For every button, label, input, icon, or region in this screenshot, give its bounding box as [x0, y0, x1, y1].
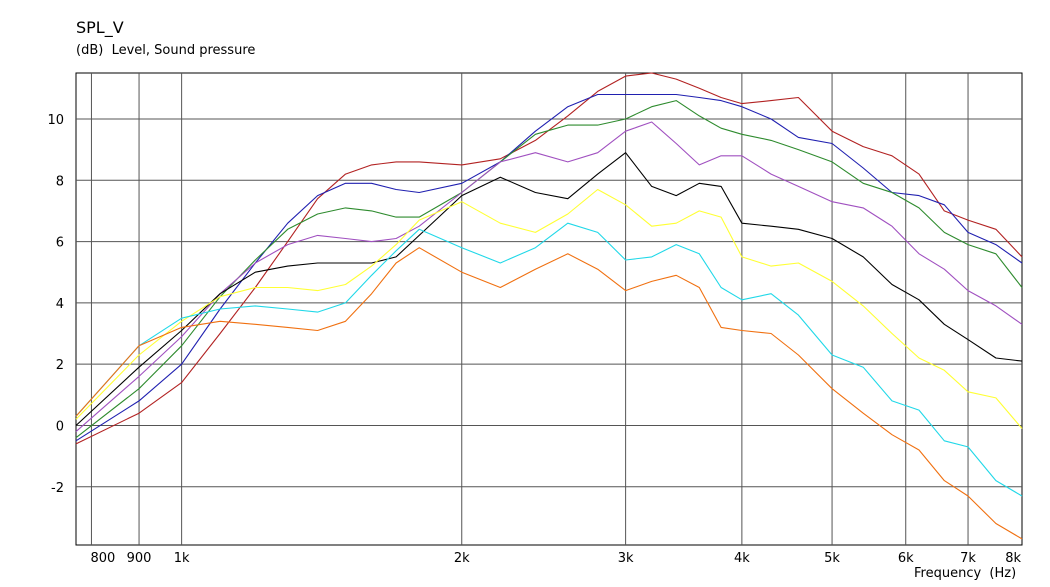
x-tick-label: 6k [898, 551, 914, 566]
x-tick-label: 8k [1005, 551, 1021, 566]
y-tick-label: 8 [56, 174, 64, 189]
y-tick-labels: 10 8 6 4 2 0 -2 [47, 113, 64, 496]
x-tick-label: 7k [960, 551, 976, 566]
x-tick-label: 3k [618, 551, 634, 566]
series-line-4 [75, 121, 1023, 433]
x-tick-label: 900 [127, 551, 152, 566]
x-tick-labels: 800 900 1k 2k 3k 4k 5k 6k 7k 8k [90, 551, 1021, 566]
y-tick-label: 10 [47, 113, 64, 128]
series-line-5 [75, 152, 1023, 426]
y-tick-label: 4 [56, 297, 64, 312]
y-tick-label: -2 [51, 481, 64, 496]
series-line-6 [75, 188, 1023, 429]
series-line-8 [75, 247, 1023, 540]
y-tick-label: 0 [56, 419, 64, 434]
y-tick-label: 2 [56, 358, 64, 373]
x-tick-label: 800 [90, 551, 115, 566]
y-tick-label: 6 [56, 236, 64, 251]
chart-title: SPL_V [76, 18, 124, 37]
x-tick-label: 1k [174, 551, 190, 566]
x-tick-label: 4k [734, 551, 750, 566]
x-tick-label: 2k [454, 551, 470, 566]
plot-frame [75, 72, 1023, 546]
series-line-3 [75, 100, 1023, 439]
series-group [75, 72, 1023, 540]
series-line-2 [75, 93, 1023, 442]
chart-subtitle: (dB) Level, Sound pressure [76, 43, 256, 58]
x-axis-label: Frequency (Hz) [914, 566, 1017, 581]
x-tick-label: 5k [824, 551, 840, 566]
grid [76, 73, 1022, 545]
series-line-7 [75, 222, 1023, 497]
series-line-1 [75, 72, 1023, 445]
